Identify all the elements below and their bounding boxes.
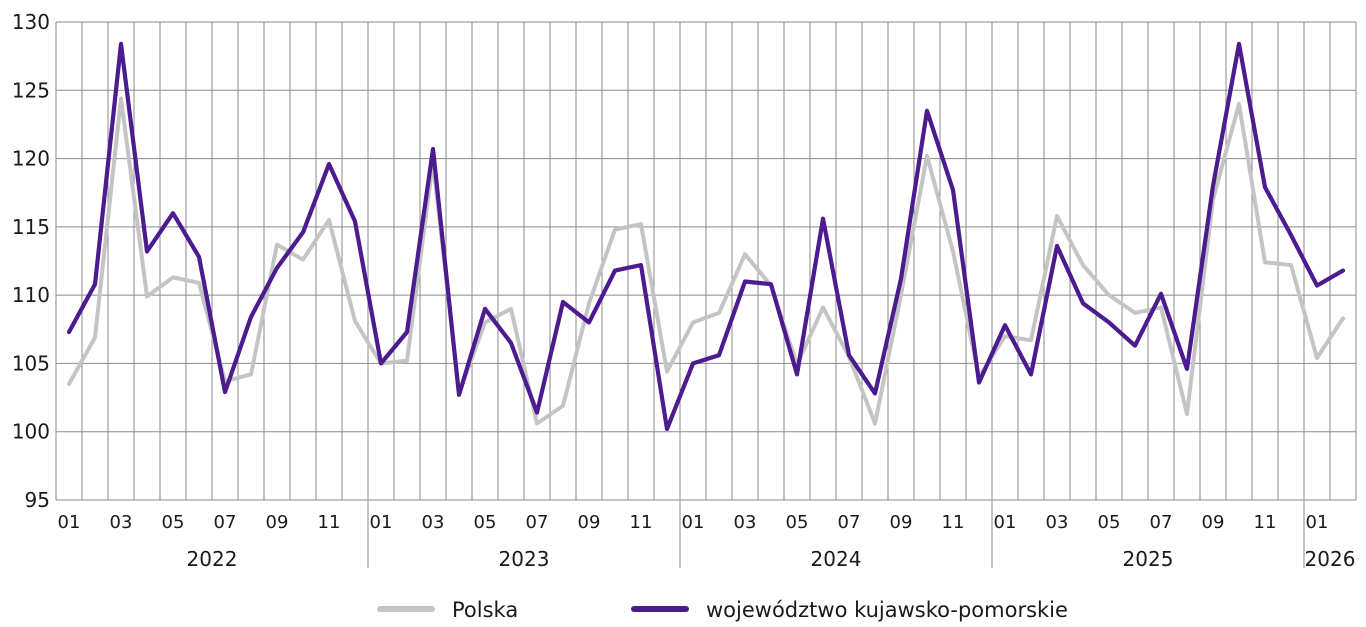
axes: 95 100 105 110 115 120 125 130 01 03 05 07 09 11 01 03 0… [12, 10, 1356, 571]
legend-label: Polska [452, 598, 518, 622]
y-tick-label: 100 [12, 420, 50, 444]
year-label: 2022 [187, 547, 238, 571]
x-tick-label: 09 [578, 512, 601, 533]
y-tick-label: 95 [25, 488, 50, 512]
y-tick-label: 110 [12, 283, 50, 307]
x-tick-label: 07 [214, 512, 237, 533]
year-label: 2026 [1305, 547, 1356, 571]
x-tick-label: 05 [786, 512, 809, 533]
x-tick-label: 01 [58, 512, 81, 533]
year-label: 2025 [1123, 547, 1174, 571]
x-tick-label: 05 [162, 512, 185, 533]
x-tick-label: 11 [318, 512, 341, 533]
y-tick-label: 120 [12, 147, 50, 171]
x-tick-label: 11 [630, 512, 653, 533]
x-tick-label: 03 [734, 512, 757, 533]
x-tick-label: 09 [266, 512, 289, 533]
x-tick-label: 05 [1098, 512, 1121, 533]
x-tick-label: 03 [1046, 512, 1069, 533]
series-lines [66, 41, 1346, 432]
y-tick-label: 115 [12, 215, 50, 239]
x-tick-label: 01 [994, 512, 1017, 533]
series-line-kujawsko-pomorskie [66, 41, 1346, 432]
x-tick-label: 11 [1254, 512, 1277, 533]
grid [55, 21, 1357, 501]
x-tick-label: 01 [682, 512, 705, 533]
y-tick-label: 105 [12, 351, 50, 375]
x-tick-label: 03 [422, 512, 445, 533]
x-tick-label: 09 [1202, 512, 1225, 533]
x-tick-label: 09 [890, 512, 913, 533]
x-tick-label: 01 [370, 512, 393, 533]
legend-label: województwo kujawsko-pomorskie [706, 598, 1068, 622]
legend: Polska województwo kujawsko-pomorskie [377, 598, 1068, 622]
y-tick-label: 125 [12, 78, 50, 102]
x-tick-label: 03 [110, 512, 133, 533]
x-tick-label: 01 [1306, 512, 1329, 533]
x-tick-label: 07 [1150, 512, 1173, 533]
x-tick-label: 07 [838, 512, 861, 533]
year-label: 2024 [811, 547, 862, 571]
x-tick-label: 07 [526, 512, 549, 533]
series-line-polska [67, 96, 1345, 426]
x-tick-label: 05 [474, 512, 497, 533]
x-tick-label: 11 [942, 512, 965, 533]
year-label: 2023 [499, 547, 550, 571]
y-tick-label: 130 [12, 10, 50, 34]
